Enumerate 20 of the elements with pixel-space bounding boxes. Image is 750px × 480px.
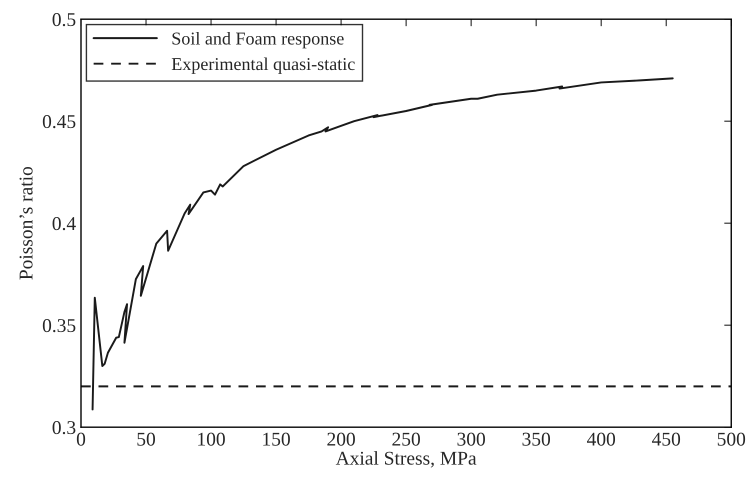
x-tick-label: 200	[327, 432, 355, 446]
x-tick-label: 150	[263, 432, 290, 446]
y-tick-label: 0.4	[52, 217, 76, 230]
x-tick-label: 250	[392, 432, 420, 446]
x-tick-label: 100	[198, 432, 225, 446]
x-tick-label: 500	[718, 432, 746, 446]
y-tick-label: 0.3	[52, 421, 76, 434]
x-tick-label: 0	[76, 432, 86, 446]
legend-label: Experimental quasi-static	[172, 57, 355, 74]
x-tick-label: 50	[137, 432, 156, 446]
x-tick-label: 350	[522, 432, 550, 446]
y-tick-label: 0.45	[42, 115, 76, 128]
y-tick-label: 0.35	[42, 319, 76, 332]
x-axis-title: Axial Stress, MPa	[336, 451, 476, 468]
legend-label: Soil and Foam response	[172, 32, 344, 48]
x-tick-label: 400	[586, 432, 616, 446]
y-tick-label: 0.5	[52, 13, 76, 26]
y-axis-title: Poisson’s ratio	[19, 166, 33, 280]
x-tick-label: 300	[457, 432, 485, 446]
x-tick-label: 450	[652, 432, 680, 446]
